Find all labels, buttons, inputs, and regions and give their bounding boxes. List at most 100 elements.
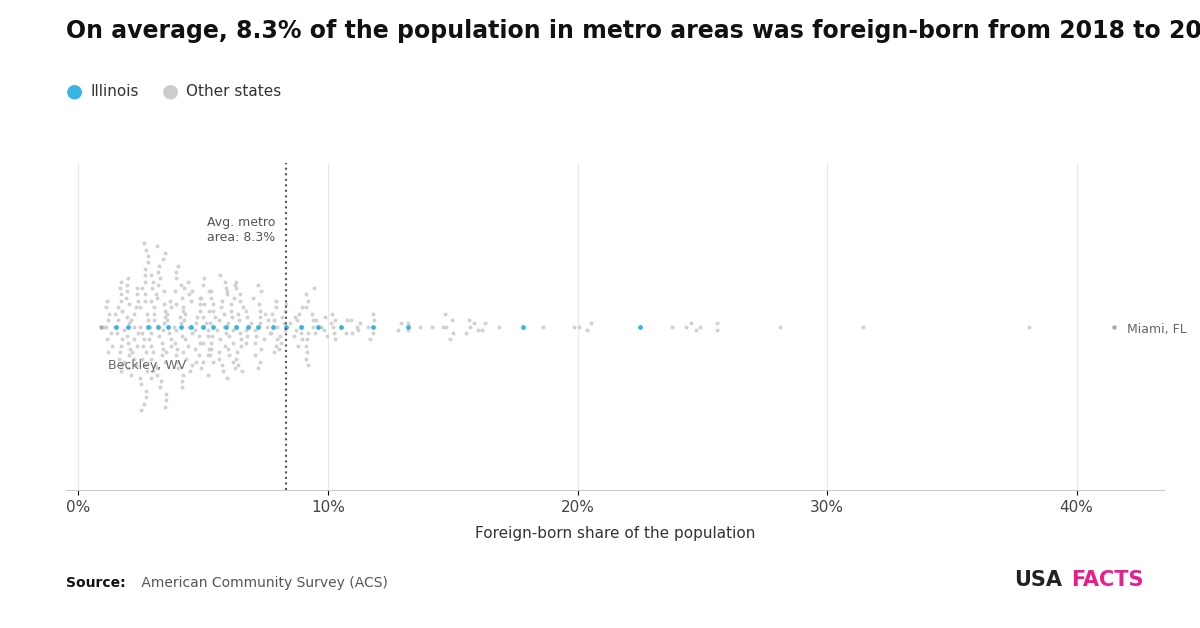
Point xyxy=(211,334,230,344)
Point xyxy=(298,347,317,357)
Point xyxy=(172,322,191,332)
Point xyxy=(436,309,455,319)
Point xyxy=(190,338,209,348)
Point xyxy=(347,322,366,332)
Point xyxy=(108,302,127,312)
Point xyxy=(110,283,130,293)
Point xyxy=(106,309,125,319)
Point xyxy=(139,334,158,344)
Point xyxy=(131,379,150,389)
X-axis label: Foreign-born share of the population: Foreign-born share of the population xyxy=(475,526,755,541)
Point xyxy=(276,325,295,335)
Point xyxy=(198,331,217,341)
Point xyxy=(270,344,289,354)
Point xyxy=(161,296,180,306)
Point xyxy=(168,261,187,271)
Point xyxy=(191,305,210,315)
Point xyxy=(229,315,248,325)
Point xyxy=(186,344,205,354)
Point xyxy=(151,376,170,386)
Point xyxy=(146,290,166,300)
Point xyxy=(251,357,270,367)
Text: USA: USA xyxy=(1014,570,1062,590)
Point xyxy=(122,347,142,357)
Point xyxy=(127,283,146,293)
Point xyxy=(216,341,235,351)
Point xyxy=(174,302,193,312)
Point xyxy=(137,244,156,254)
Point xyxy=(149,280,168,290)
Point xyxy=(137,392,156,402)
Point xyxy=(686,325,706,335)
Point xyxy=(179,341,198,351)
Point xyxy=(266,296,286,306)
Point xyxy=(140,373,160,383)
Point xyxy=(112,334,131,344)
Point xyxy=(216,283,235,293)
Point xyxy=(150,261,169,271)
Point xyxy=(118,312,137,322)
Point xyxy=(182,286,202,296)
Point xyxy=(630,322,649,332)
Point xyxy=(296,290,316,300)
Point xyxy=(181,322,200,332)
Point xyxy=(234,302,253,312)
Point xyxy=(204,299,223,309)
Point xyxy=(221,305,240,315)
Point xyxy=(292,328,311,338)
Text: Other states: Other states xyxy=(186,84,281,99)
Point xyxy=(127,360,146,370)
Point xyxy=(227,347,246,357)
Point xyxy=(280,318,299,328)
Point xyxy=(120,344,139,354)
Point xyxy=(119,363,138,373)
Point xyxy=(208,325,227,335)
Point xyxy=(317,331,336,341)
Point xyxy=(248,280,268,290)
Point xyxy=(236,325,256,335)
Point xyxy=(211,270,230,280)
Point xyxy=(125,354,144,364)
Point xyxy=(364,328,383,338)
Point xyxy=(252,344,271,354)
Point xyxy=(236,305,256,315)
Point xyxy=(162,302,181,312)
Point xyxy=(254,334,274,344)
Point xyxy=(218,318,238,328)
Point xyxy=(260,328,280,338)
Point xyxy=(176,354,196,364)
Point xyxy=(186,318,205,328)
Point xyxy=(152,350,172,360)
Point xyxy=(174,305,193,315)
Point xyxy=(299,296,318,306)
Point xyxy=(304,283,323,293)
Point xyxy=(853,322,872,332)
Point xyxy=(308,322,328,332)
Point xyxy=(172,318,191,328)
Point xyxy=(210,347,229,357)
Text: ●: ● xyxy=(162,82,179,100)
Point xyxy=(238,312,257,322)
Point xyxy=(325,315,344,325)
Point xyxy=(197,318,216,328)
Point xyxy=(276,299,295,309)
Point xyxy=(227,322,246,332)
Point xyxy=(348,325,367,335)
Point xyxy=(121,315,140,325)
Point xyxy=(262,309,281,319)
Point xyxy=(154,254,173,264)
Point xyxy=(110,290,130,300)
Point xyxy=(268,334,287,344)
Point xyxy=(690,322,709,332)
Point xyxy=(337,315,356,325)
Point xyxy=(120,318,139,328)
Point xyxy=(204,305,223,315)
Point xyxy=(312,322,331,332)
Point xyxy=(131,302,150,312)
Point xyxy=(136,360,155,370)
Text: Avg. metro
area: 8.3%: Avg. metro area: 8.3% xyxy=(208,216,276,244)
Point xyxy=(350,318,370,328)
Point xyxy=(264,322,283,332)
Point xyxy=(98,315,118,325)
Point xyxy=(154,344,173,354)
